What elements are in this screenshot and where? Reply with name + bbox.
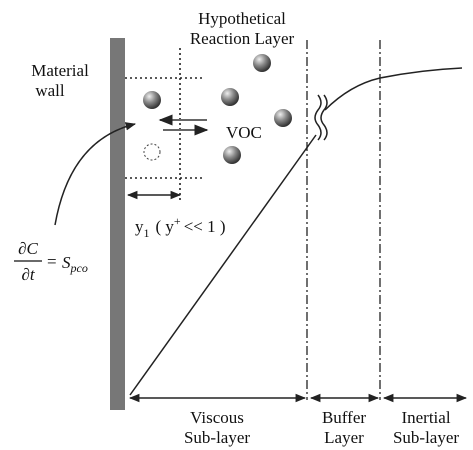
material-wall [110,38,125,410]
velocity-profile [129,67,463,396]
label: VOC [226,123,262,142]
equation: ∂C ∂t = Spco [14,239,88,284]
y1-label: y1 ( y+ << 1 ) [135,214,226,240]
reaction-layer-box [125,48,205,200]
label: Layer [324,428,364,447]
text: S [62,253,71,272]
text: pco [70,261,88,275]
voc-molecules [143,54,292,164]
text: ∂C [18,239,38,258]
text: y [135,217,144,236]
text: = [47,252,57,271]
text: ( y [156,217,175,236]
label: Reaction Layer [190,29,295,48]
text: 1 [144,226,150,240]
label: wall [35,81,65,100]
text: Spco [62,253,88,275]
label: Inertial [401,408,450,427]
label: Hypothetical [198,9,286,28]
label: Sub-layer [393,428,459,447]
curved-arrow [54,122,137,226]
label: Material [31,61,89,80]
text: << 1 ) [184,217,226,236]
exchange-arrows [158,114,209,136]
text: + [174,214,181,228]
label: Viscous [190,408,244,427]
text: ∂t [21,265,35,284]
label: Buffer [322,408,366,427]
label: Sub-layer [184,428,250,447]
